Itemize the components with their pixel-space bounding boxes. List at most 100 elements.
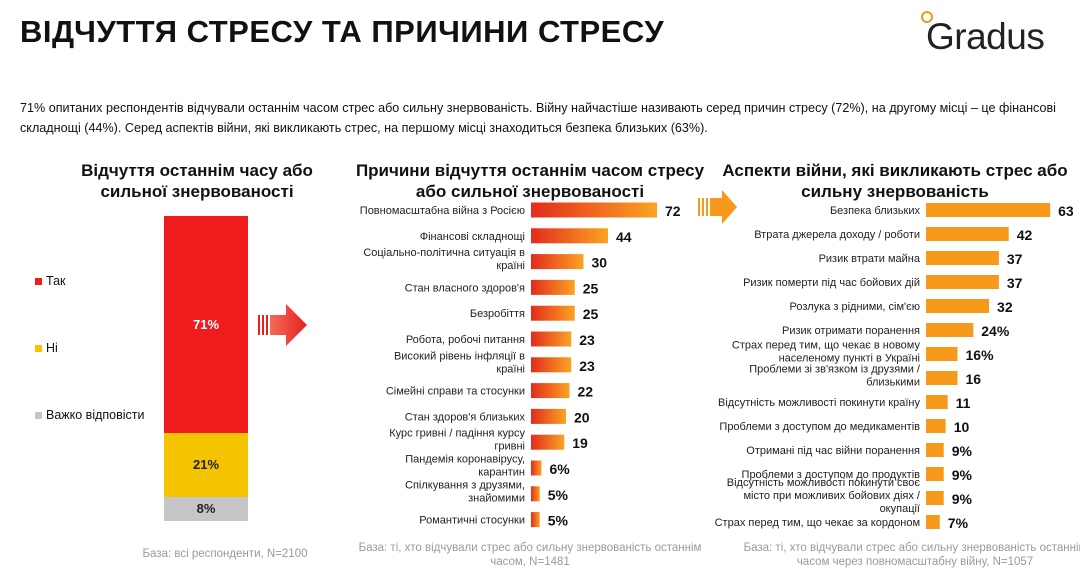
cause-category-label: Курс гривні / падіння курсу гривні [389, 428, 525, 453]
chart2-base-note: База: ті, хто відчували стрес або сильну… [358, 542, 702, 568]
cause-category-label: Безробіття [470, 308, 525, 320]
aspect-category-label: Безпека близьких [830, 205, 921, 217]
chart1-title: Відчуття останнім часу або сильної знерв… [81, 161, 313, 201]
cause-value-label: 23 [579, 332, 595, 348]
legend-label-no: Ні [46, 341, 58, 355]
cause-bar [531, 512, 540, 528]
aspect-value-label: 63 [1058, 203, 1074, 219]
stack-label-yes: 71% [192, 316, 220, 332]
page-title: ВІДЧУТТЯ СТРЕСУ ТА ПРИЧИНИ СТРЕСУ [20, 14, 665, 49]
aspect-category-label: Страх перед тим, що чекає в новому населе… [732, 340, 921, 365]
cause-category-label: Стан здоров'я близьких [405, 411, 526, 423]
cause-category-label: Фінансові складнощі [420, 231, 525, 243]
stack-label-hard: 8% [196, 501, 216, 517]
cause-value-label: 23 [579, 358, 595, 374]
aspect-value-label: 11 [956, 395, 971, 411]
aspect-category-label: Відсутність можливості покинути своє міст… [727, 477, 921, 515]
aspect-bar [926, 275, 999, 289]
aspect-value-label: 16% [966, 347, 995, 363]
stack-segment-yes: 71% [164, 216, 248, 433]
legend-item-yes: Так [35, 274, 66, 288]
cause-value-label: 44 [616, 229, 632, 245]
cause-value-label: 25 [583, 306, 599, 322]
aspect-bar [926, 515, 940, 529]
aspect-bar [926, 251, 999, 265]
cause-bar [531, 202, 657, 218]
chart3-base-note: База: ті, хто відчували стрес або сильну… [743, 542, 1080, 568]
aspect-value-label: 24% [981, 323, 1010, 339]
legend-label-yes: Так [46, 274, 66, 288]
arrow-stripe [698, 198, 700, 216]
aspect-value-label: 7% [948, 515, 969, 531]
aspect-category-label: Проблеми з доступом до продуктів [742, 469, 921, 481]
aspect-value-label: 42 [1017, 227, 1033, 243]
intro-paragraph: 71% опитаних респондентів відчували оста… [20, 101, 1056, 135]
legend-swatch-yes [35, 277, 42, 285]
aspect-bar [926, 323, 974, 337]
stack-segment-hard: 8% [164, 496, 248, 521]
cause-value-label: 72 [665, 203, 681, 219]
aspect-category-label: Ризик померти під час бойових дій [743, 277, 920, 289]
cause-bar [531, 383, 570, 399]
aspect-value-label: 37 [1007, 275, 1023, 291]
cause-category-label: Високий рівень інфляції в країні [394, 350, 525, 375]
stack-label-no: 21% [192, 457, 220, 473]
logo-text: Gradus [926, 16, 1045, 57]
aspect-value-label: 10 [954, 419, 970, 435]
aspect-bar [926, 395, 948, 409]
aspect-bar [926, 419, 946, 433]
stacked-bar: 71% 21% 8% [164, 216, 248, 521]
aspect-category-label: Проблеми зі зв'язком із друзями / близьки… [749, 364, 921, 389]
aspect-value-label: 32 [997, 299, 1013, 315]
legend-swatch-no [35, 344, 42, 352]
aspect-category-label: Відсутність можливості покинути країну [718, 397, 920, 409]
cause-bar [531, 434, 565, 450]
aspect-category-label: Проблеми з доступом до медикаментів [719, 421, 920, 433]
chart3-title: Аспекти війни, які викликають стрес або … [722, 161, 1068, 201]
cause-bar [531, 357, 572, 373]
arrow-head [710, 190, 737, 224]
cause-value-label: 5% [548, 513, 569, 529]
cause-bar [531, 331, 572, 347]
cause-value-label: 30 [592, 255, 608, 271]
cause-category-label: Стан власного здоров'я [405, 282, 525, 294]
gradus-logo: Gradus [918, 10, 1078, 60]
legend-label-hard: Важко відповісти [46, 408, 145, 422]
aspect-bar [926, 443, 944, 457]
cause-bar [531, 408, 566, 424]
cause-category-label: Соціально-політична ситуація в країні [363, 247, 525, 272]
cause-category-label: Спілкування з друзями, знайомими [405, 479, 525, 504]
cause-bar [531, 486, 540, 502]
cause-category-label: Сімейні справи та стосунки [386, 386, 525, 398]
aspect-value-label: 9% [952, 491, 973, 507]
aspect-bar [926, 347, 958, 361]
arrow-right-icon [258, 304, 307, 346]
aspect-value-label: 37 [1007, 251, 1023, 267]
cause-value-label: 5% [548, 487, 569, 503]
arrow-stripe [702, 198, 704, 216]
aspect-bar [926, 203, 1051, 217]
legend-item-no: Ні [35, 341, 58, 355]
legend-swatch-hard [35, 411, 42, 419]
chart1-base-note: База: всі респонденти, N=2100 [142, 548, 308, 560]
aspect-category-label: Страх перед тим, що чекає за кордоном [715, 517, 920, 529]
chart2-title: Причини відчуття останнім часом стресу а… [355, 161, 705, 201]
cause-value-label: 19 [572, 435, 588, 451]
cause-bar [531, 254, 584, 270]
aspect-category-label: Ризик отримати поранення [782, 325, 920, 337]
cause-bar [531, 228, 608, 244]
cause-value-label: 6% [550, 461, 571, 477]
aspect-bar [926, 467, 944, 481]
cause-value-label: 25 [583, 280, 599, 296]
arrow-right-orange-icon [698, 190, 737, 224]
aspect-bar [926, 227, 1009, 241]
arrow-stripe [706, 198, 708, 216]
cause-bar [531, 305, 575, 321]
aspect-bar [926, 491, 944, 505]
logo-dot-icon [921, 11, 933, 23]
cause-category-label: Пандемія коронавірусу, карантин [405, 454, 525, 479]
cause-value-label: 20 [574, 409, 590, 425]
legend-item-hard: Важко відповісти [35, 408, 145, 422]
cause-category-label: Романтичні стосунки [419, 515, 525, 527]
